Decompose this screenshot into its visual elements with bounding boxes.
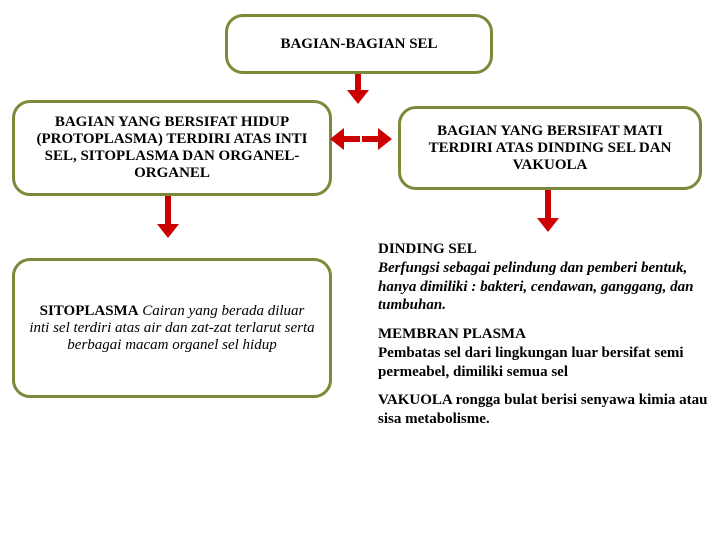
node-living-parts: BAGIAN YANG BERSIFAT HIDUP (PROTOPLASMA)… <box>12 100 332 196</box>
node-top-label: BAGIAN-BAGIAN SEL <box>242 36 476 53</box>
node-nonliving-parts: BAGIAN YANG BERSIFAT MATI TERDIRI ATAS D… <box>398 106 702 190</box>
para-vakuola: VAKUOLA rongga bulat berisi senyawa kimi… <box>378 391 708 429</box>
para-membran-plasma: MEMBRAN PLASMA Pembatas sel dari lingkun… <box>378 325 708 381</box>
node-living-parts-label: BAGIAN YANG BERSIFAT HIDUP (PROTOPLASMA)… <box>29 114 315 182</box>
node-nonliving-parts-label: BAGIAN YANG BERSIFAT MATI TERDIRI ATAS D… <box>415 123 685 174</box>
para-dinding-sel: DINDING SEL Berfungsi sebagai pelindung … <box>378 240 708 315</box>
membran-body: Pembatas sel dari lingkungan luar bersif… <box>378 345 684 380</box>
vakuola-lead: VAKUOLA <box>378 392 452 408</box>
dinding-lead: DINDING SEL <box>378 241 477 257</box>
node-sitoplasma: SITOPLASMA Cairan yang berada diluar int… <box>12 258 332 398</box>
dinding-body: Berfungsi sebagai pelindung dan pemberi … <box>378 260 693 314</box>
node-sitoplasma-text: SITOPLASMA Cairan yang berada diluar int… <box>29 303 315 354</box>
sitoplasma-lead: SITOPLASMA <box>40 303 139 319</box>
membran-lead: MEMBRAN PLASMA <box>378 326 526 342</box>
node-top: BAGIAN-BAGIAN SEL <box>225 14 493 74</box>
free-text-block: DINDING SEL Berfungsi sebagai pelindung … <box>378 240 708 439</box>
